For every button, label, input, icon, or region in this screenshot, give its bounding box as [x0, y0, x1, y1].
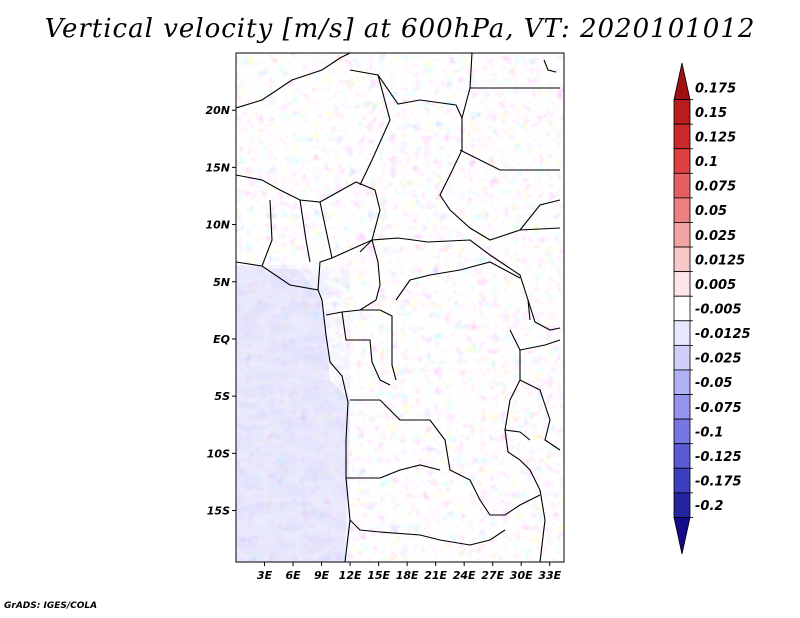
colorbar-label: 0.005 [695, 278, 736, 293]
colorbar-label: 0.0125 [695, 253, 745, 268]
lon-label: 9E [314, 569, 330, 582]
lon-label: 6E [285, 569, 301, 582]
colorbar-swatch [673, 123, 691, 150]
lat-label: 20N [205, 104, 230, 117]
lon-label: 33E [538, 569, 561, 582]
country-borders [236, 53, 561, 562]
footer-credit: GrADS: IGES/COLA [4, 601, 98, 611]
colorbar-swatch [673, 418, 691, 445]
colorbar-label: -0.005 [695, 303, 742, 318]
colorbar-label: -0.2 [695, 499, 723, 514]
colorbar-swatch [673, 443, 691, 469]
lon-label: 30E [510, 569, 533, 582]
colorbar-label: -0.075 [695, 401, 742, 416]
map-title: Vertical velocity [m/s] at 600hPa, VT: 2… [44, 14, 756, 44]
colorbar-swatch [673, 320, 691, 346]
lat-label: 10S [207, 447, 230, 460]
lon-label: 15E [367, 569, 390, 582]
colorbar-label: -0.1 [695, 425, 723, 440]
colorbar-label: 0.05 [695, 204, 727, 219]
colorbar: 0.175 0.15 0.125 0.1 0.075 0.05 0.025 0.0125 0.0… [673, 62, 751, 555]
colorbar-swatch [673, 271, 691, 297]
colorbar-label: 0.125 [695, 130, 736, 145]
colorbar-swatch [673, 99, 691, 125]
colorbar-swatch [673, 344, 691, 371]
lat-label: 5S [214, 390, 230, 403]
colorbar-swatch [673, 197, 691, 223]
colorbar-swatch [673, 467, 691, 494]
colorbar-label: 0.15 [695, 106, 727, 121]
colorbar-swatch [673, 492, 691, 518]
colorbar-label: -0.025 [695, 352, 742, 367]
colorbar-label: -0.175 [695, 475, 742, 490]
colorbar-swatch [673, 246, 691, 273]
colorbar-lower-triangle [673, 517, 691, 555]
colorbar-swatch [673, 148, 691, 174]
colorbar-label: 0.1 [695, 155, 718, 170]
lon-label: 12E [339, 569, 362, 582]
longitude-axis: 3E 6E 9E 12E 15E 18E 21E 24E 27E 30E 33E [257, 562, 562, 582]
colorbar-label: 0.175 [695, 81, 736, 96]
map-frame [235, 52, 565, 563]
colorbar-swatch [673, 295, 691, 322]
colorbar-upper-triangle [673, 62, 691, 100]
colorbar-label: -0.125 [695, 450, 742, 465]
lon-label: 24E [453, 569, 476, 582]
colorbar-swatch [673, 222, 691, 248]
lat-label: 5N [213, 276, 230, 289]
lat-label: 10N [205, 219, 230, 232]
lon-label: 3E [257, 569, 273, 582]
velocity-field [236, 53, 564, 562]
lat-label: 15N [205, 161, 230, 174]
colorbar-swatch [673, 172, 691, 199]
lon-label: 18E [396, 569, 419, 582]
latitude-axis: 20N 15N 10N 5N EQ 5S 10S 15S [205, 104, 236, 518]
colorbar-label: 0.025 [695, 229, 736, 244]
lon-label: 21E [424, 569, 447, 582]
lat-label: 15S [207, 505, 230, 518]
colorbar-swatch [673, 394, 691, 420]
colorbar-swatch [673, 369, 691, 395]
lat-label: EQ [213, 333, 230, 346]
lon-label: 27E [481, 569, 504, 582]
colorbar-label: -0.05 [695, 376, 732, 391]
colorbar-label: 0.075 [695, 180, 736, 195]
colorbar-label: -0.0125 [695, 327, 751, 342]
